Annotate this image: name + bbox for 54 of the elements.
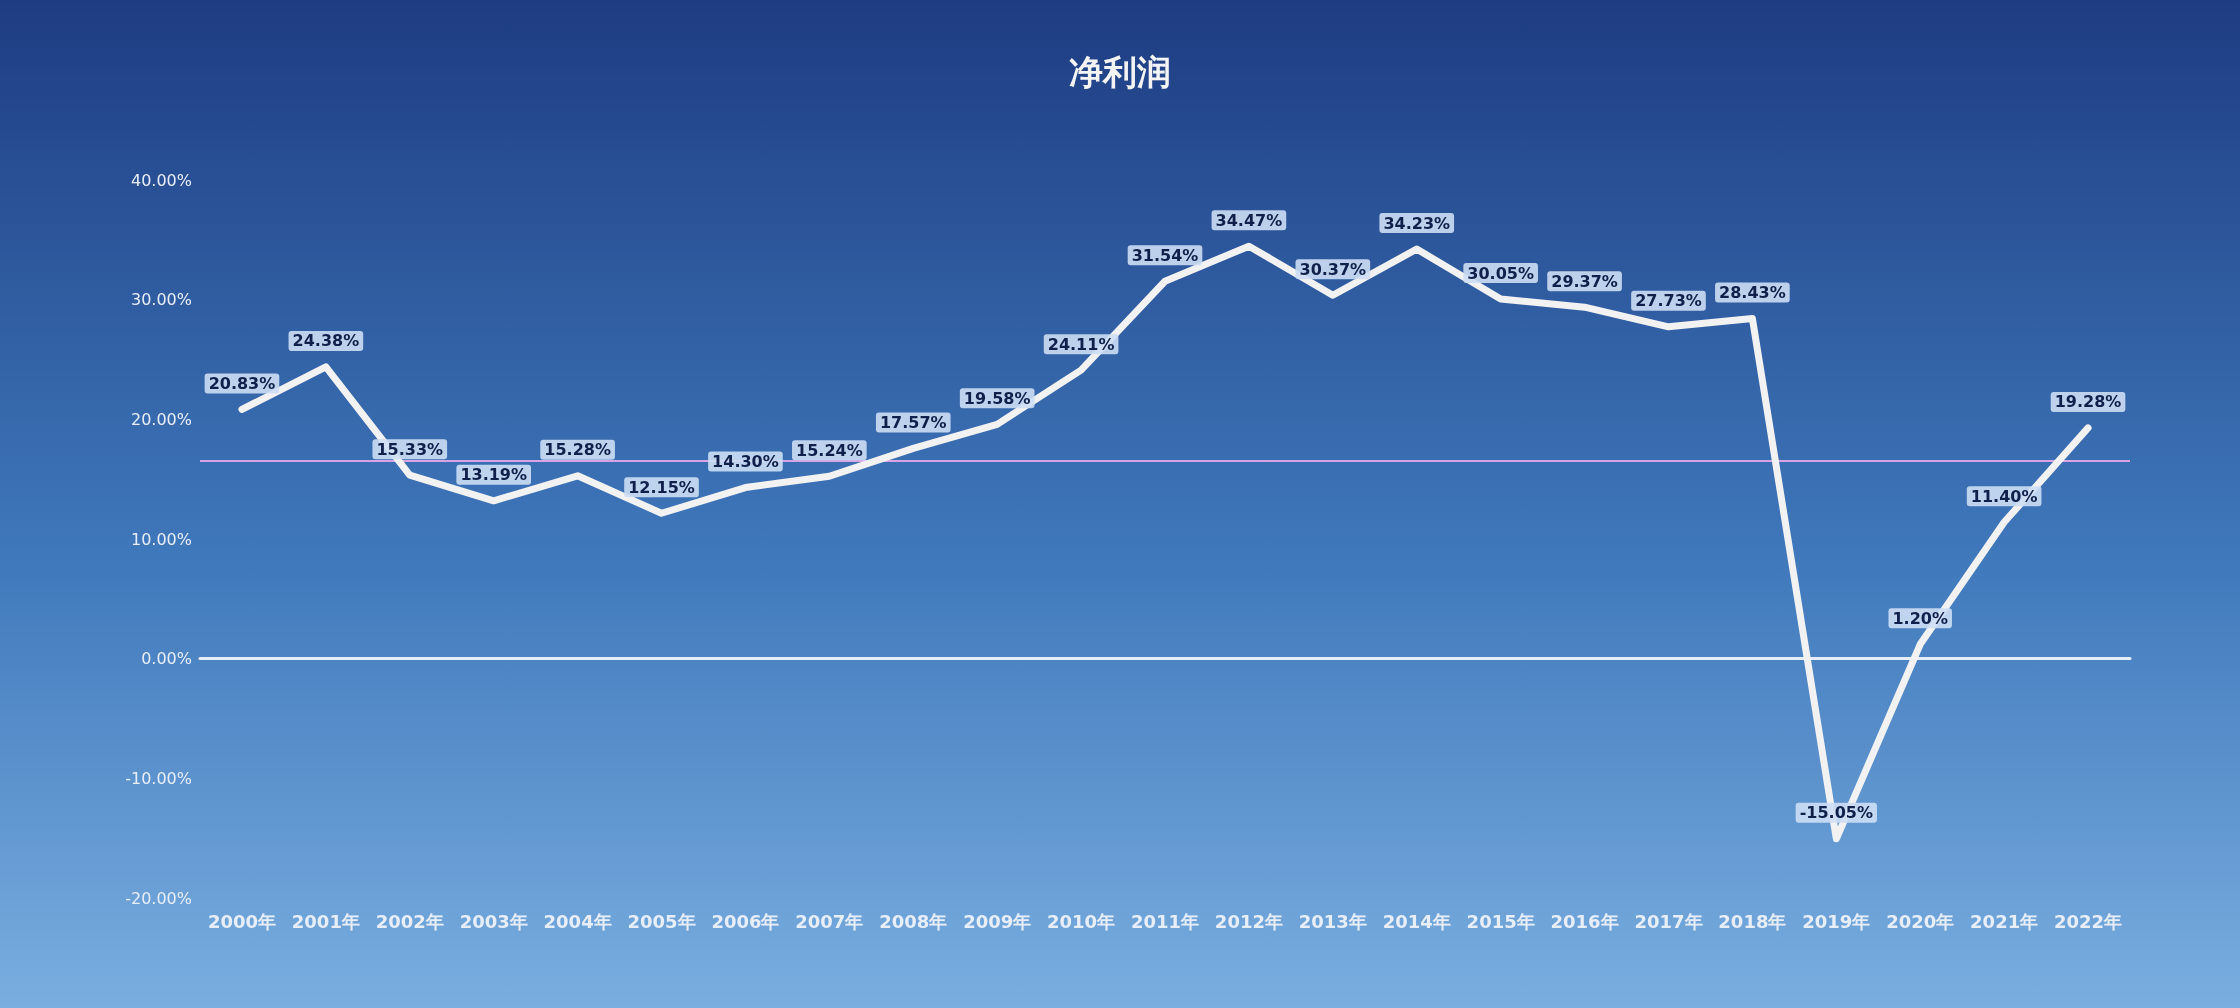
x-tick-label: 2001年 <box>291 910 360 932</box>
data-label: 30.37% <box>1299 259 1367 279</box>
x-tick-label: 2018年 <box>1718 910 1787 932</box>
x-tick-label: 2016年 <box>1550 910 1619 932</box>
data-label: 1.20% <box>1892 608 1948 628</box>
data-label: 11.40% <box>1970 486 2038 506</box>
data-label: 30.05% <box>1467 263 1534 283</box>
data-label: 28.43% <box>1719 282 1786 302</box>
x-tick-label: 2002年 <box>375 910 444 932</box>
x-tick-label: 2007年 <box>795 910 864 932</box>
data-label: 24.11% <box>1047 334 1115 354</box>
x-tick-label: 2015年 <box>1466 910 1535 932</box>
data-label: 15.28% <box>544 440 611 460</box>
data-label: 27.73% <box>1635 291 1702 311</box>
x-tick-label: 2004年 <box>543 910 612 932</box>
data-label: 34.47% <box>1215 210 1283 230</box>
x-tick-label: 2006年 <box>711 910 780 932</box>
x-tick-label: 2019年 <box>1802 910 1871 932</box>
y-tick-label: 20.00% <box>130 409 192 429</box>
data-label: 13.19% <box>460 465 528 485</box>
x-tick-label: 2008年 <box>879 910 948 932</box>
y-tick-label: 10.00% <box>130 529 192 549</box>
x-tick-label: 2013年 <box>1298 910 1367 932</box>
x-tick-label: 2009年 <box>963 910 1032 932</box>
data-label: 14.30% <box>712 452 779 472</box>
data-label: 19.28% <box>2054 392 2122 412</box>
data-label: 29.37% <box>1551 271 1618 291</box>
data-label: 24.38% <box>292 331 360 351</box>
x-tick-label: 2020年 <box>1886 910 1955 932</box>
data-label: 34.23% <box>1383 213 1451 233</box>
y-tick-label: -10.00% <box>125 768 192 788</box>
x-tick-label: 2005年 <box>627 910 696 932</box>
x-tick-label: 2022年 <box>2053 910 2123 932</box>
data-label: 31.54% <box>1131 245 1199 265</box>
x-tick-label: 2021年 <box>1970 910 2039 932</box>
data-label: 20.83% <box>208 373 276 393</box>
data-label: 15.24% <box>796 440 863 460</box>
y-tick-label: -20.00% <box>125 888 192 908</box>
data-label: 12.15% <box>628 477 695 497</box>
x-tick-label: 2010年 <box>1047 910 1116 932</box>
x-tick-label: 2003年 <box>459 910 528 932</box>
x-tick-label: 2017年 <box>1634 910 1703 932</box>
x-tick-label: 2014年 <box>1382 910 1451 932</box>
x-tick-label: 2011年 <box>1130 910 1200 932</box>
x-tick-label: 2000年 <box>207 910 277 932</box>
y-tick-label: 30.00% <box>130 290 192 310</box>
x-tick-label: 2012年 <box>1214 910 1283 932</box>
data-label: 17.57% <box>879 412 947 432</box>
data-label: 15.33% <box>376 439 444 459</box>
data-label: 19.58% <box>963 388 1031 408</box>
chart-title: 净利润 <box>1069 52 1171 92</box>
y-tick-label: 40.00% <box>130 170 192 190</box>
y-tick-label: 0.00% <box>141 649 192 669</box>
data-label: -15.05% <box>1799 803 1873 823</box>
